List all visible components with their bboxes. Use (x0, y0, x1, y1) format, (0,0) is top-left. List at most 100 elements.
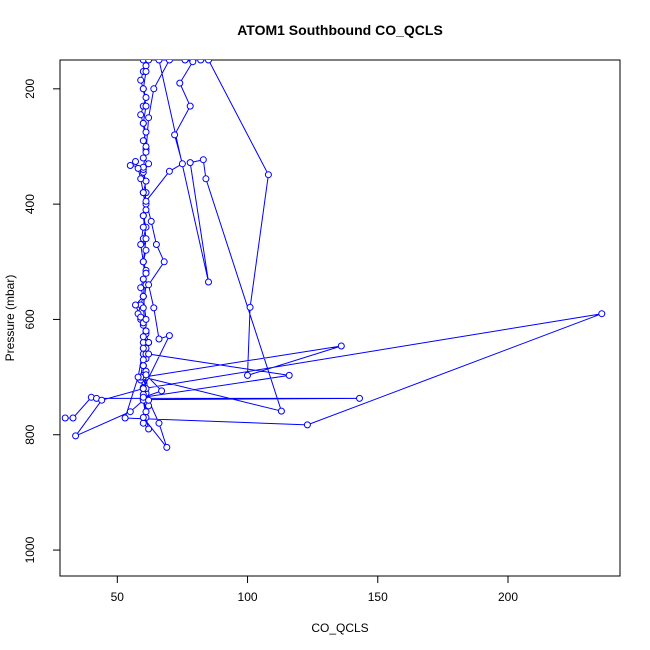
data-point (186, 102, 194, 110)
data-point (246, 303, 254, 311)
data-point (139, 344, 147, 352)
data-point (132, 158, 139, 165)
data-point (155, 419, 163, 427)
y-tick-label: 600 (23, 309, 37, 329)
data-point (150, 304, 158, 312)
data-point (139, 393, 147, 401)
data-point (303, 421, 311, 429)
data-point (139, 189, 147, 197)
data-point (139, 414, 147, 421)
data-point (139, 154, 147, 162)
data-point (142, 128, 150, 136)
chart-title: ATOM1 Southbound CO_QCLS (237, 22, 443, 38)
x-tick-label: 100 (238, 590, 258, 604)
data-point (165, 167, 173, 175)
data-point (145, 350, 153, 358)
x-axis-label: CO_QCLS (311, 621, 368, 635)
y-tick-label: 800 (23, 424, 37, 444)
x-tick-label: 200 (498, 590, 518, 604)
y-tick-label: 1000 (23, 536, 37, 563)
data-point (142, 246, 150, 254)
data-point (139, 275, 147, 283)
data-point (137, 284, 145, 292)
data-point (142, 94, 150, 101)
data-point (139, 137, 147, 145)
x-axis: 50 100 150 200 (111, 576, 518, 604)
data-point (158, 387, 166, 395)
data-point (598, 310, 606, 318)
data-point (171, 131, 179, 139)
data-point (142, 102, 150, 110)
data-point (137, 175, 145, 183)
data-point (139, 362, 147, 370)
data-point (197, 60, 205, 64)
data-point (142, 315, 150, 323)
data-point (139, 258, 147, 266)
data-point (137, 76, 145, 84)
data-point (121, 414, 129, 422)
y-axis: 200 400 600 800 1000 (23, 78, 60, 563)
x-tick-label: 150 (368, 590, 388, 604)
data-point (139, 304, 147, 312)
data-point (264, 171, 272, 179)
data-point (139, 212, 147, 220)
data-point (150, 85, 158, 93)
data-point (356, 394, 363, 402)
data-point (199, 156, 207, 164)
data-point (134, 164, 142, 172)
y-axis-label: Pressure (mbar) (3, 275, 17, 362)
data-point (176, 79, 184, 87)
data-point (142, 68, 150, 75)
data-point (72, 432, 80, 440)
data-point (126, 408, 134, 416)
data-point (285, 371, 293, 379)
data-point (152, 241, 160, 248)
data-point (139, 60, 147, 64)
data-point (205, 60, 212, 64)
data-point (145, 60, 153, 64)
data-point (142, 235, 150, 243)
data-point (139, 419, 147, 427)
data-point (61, 414, 69, 422)
data-point (142, 143, 150, 150)
data-point (160, 258, 168, 266)
y-tick-label: 400 (23, 194, 37, 214)
data-point (155, 60, 163, 64)
data-point (165, 332, 173, 340)
plot-frame (59, 59, 621, 577)
data-point (142, 327, 150, 335)
data-point (337, 342, 345, 350)
data-point (181, 60, 189, 64)
data-point (139, 356, 147, 364)
data-point (163, 443, 171, 451)
data-point (139, 85, 147, 93)
data-point (139, 292, 147, 300)
data-point (205, 278, 212, 286)
data-point (137, 241, 145, 248)
plot-area (61, 60, 606, 451)
data-point (186, 159, 194, 167)
data-point (142, 62, 150, 70)
data-point (145, 114, 153, 122)
data-point (145, 425, 153, 433)
data-point (244, 371, 251, 379)
data-point (132, 301, 139, 309)
data-point (277, 407, 285, 415)
data-point (137, 111, 145, 119)
data-point (147, 217, 155, 225)
data-point (139, 223, 147, 231)
data-point (145, 160, 153, 168)
data-point (142, 197, 150, 205)
data-point (202, 175, 210, 183)
data-point (139, 385, 147, 393)
data-point (145, 396, 153, 404)
data-point (69, 414, 77, 422)
data-point (145, 402, 153, 410)
data-point (189, 60, 197, 66)
data-point (165, 60, 173, 64)
data-point (134, 373, 142, 381)
data-point (155, 335, 163, 343)
data-point (142, 148, 150, 156)
data-point (139, 333, 147, 341)
